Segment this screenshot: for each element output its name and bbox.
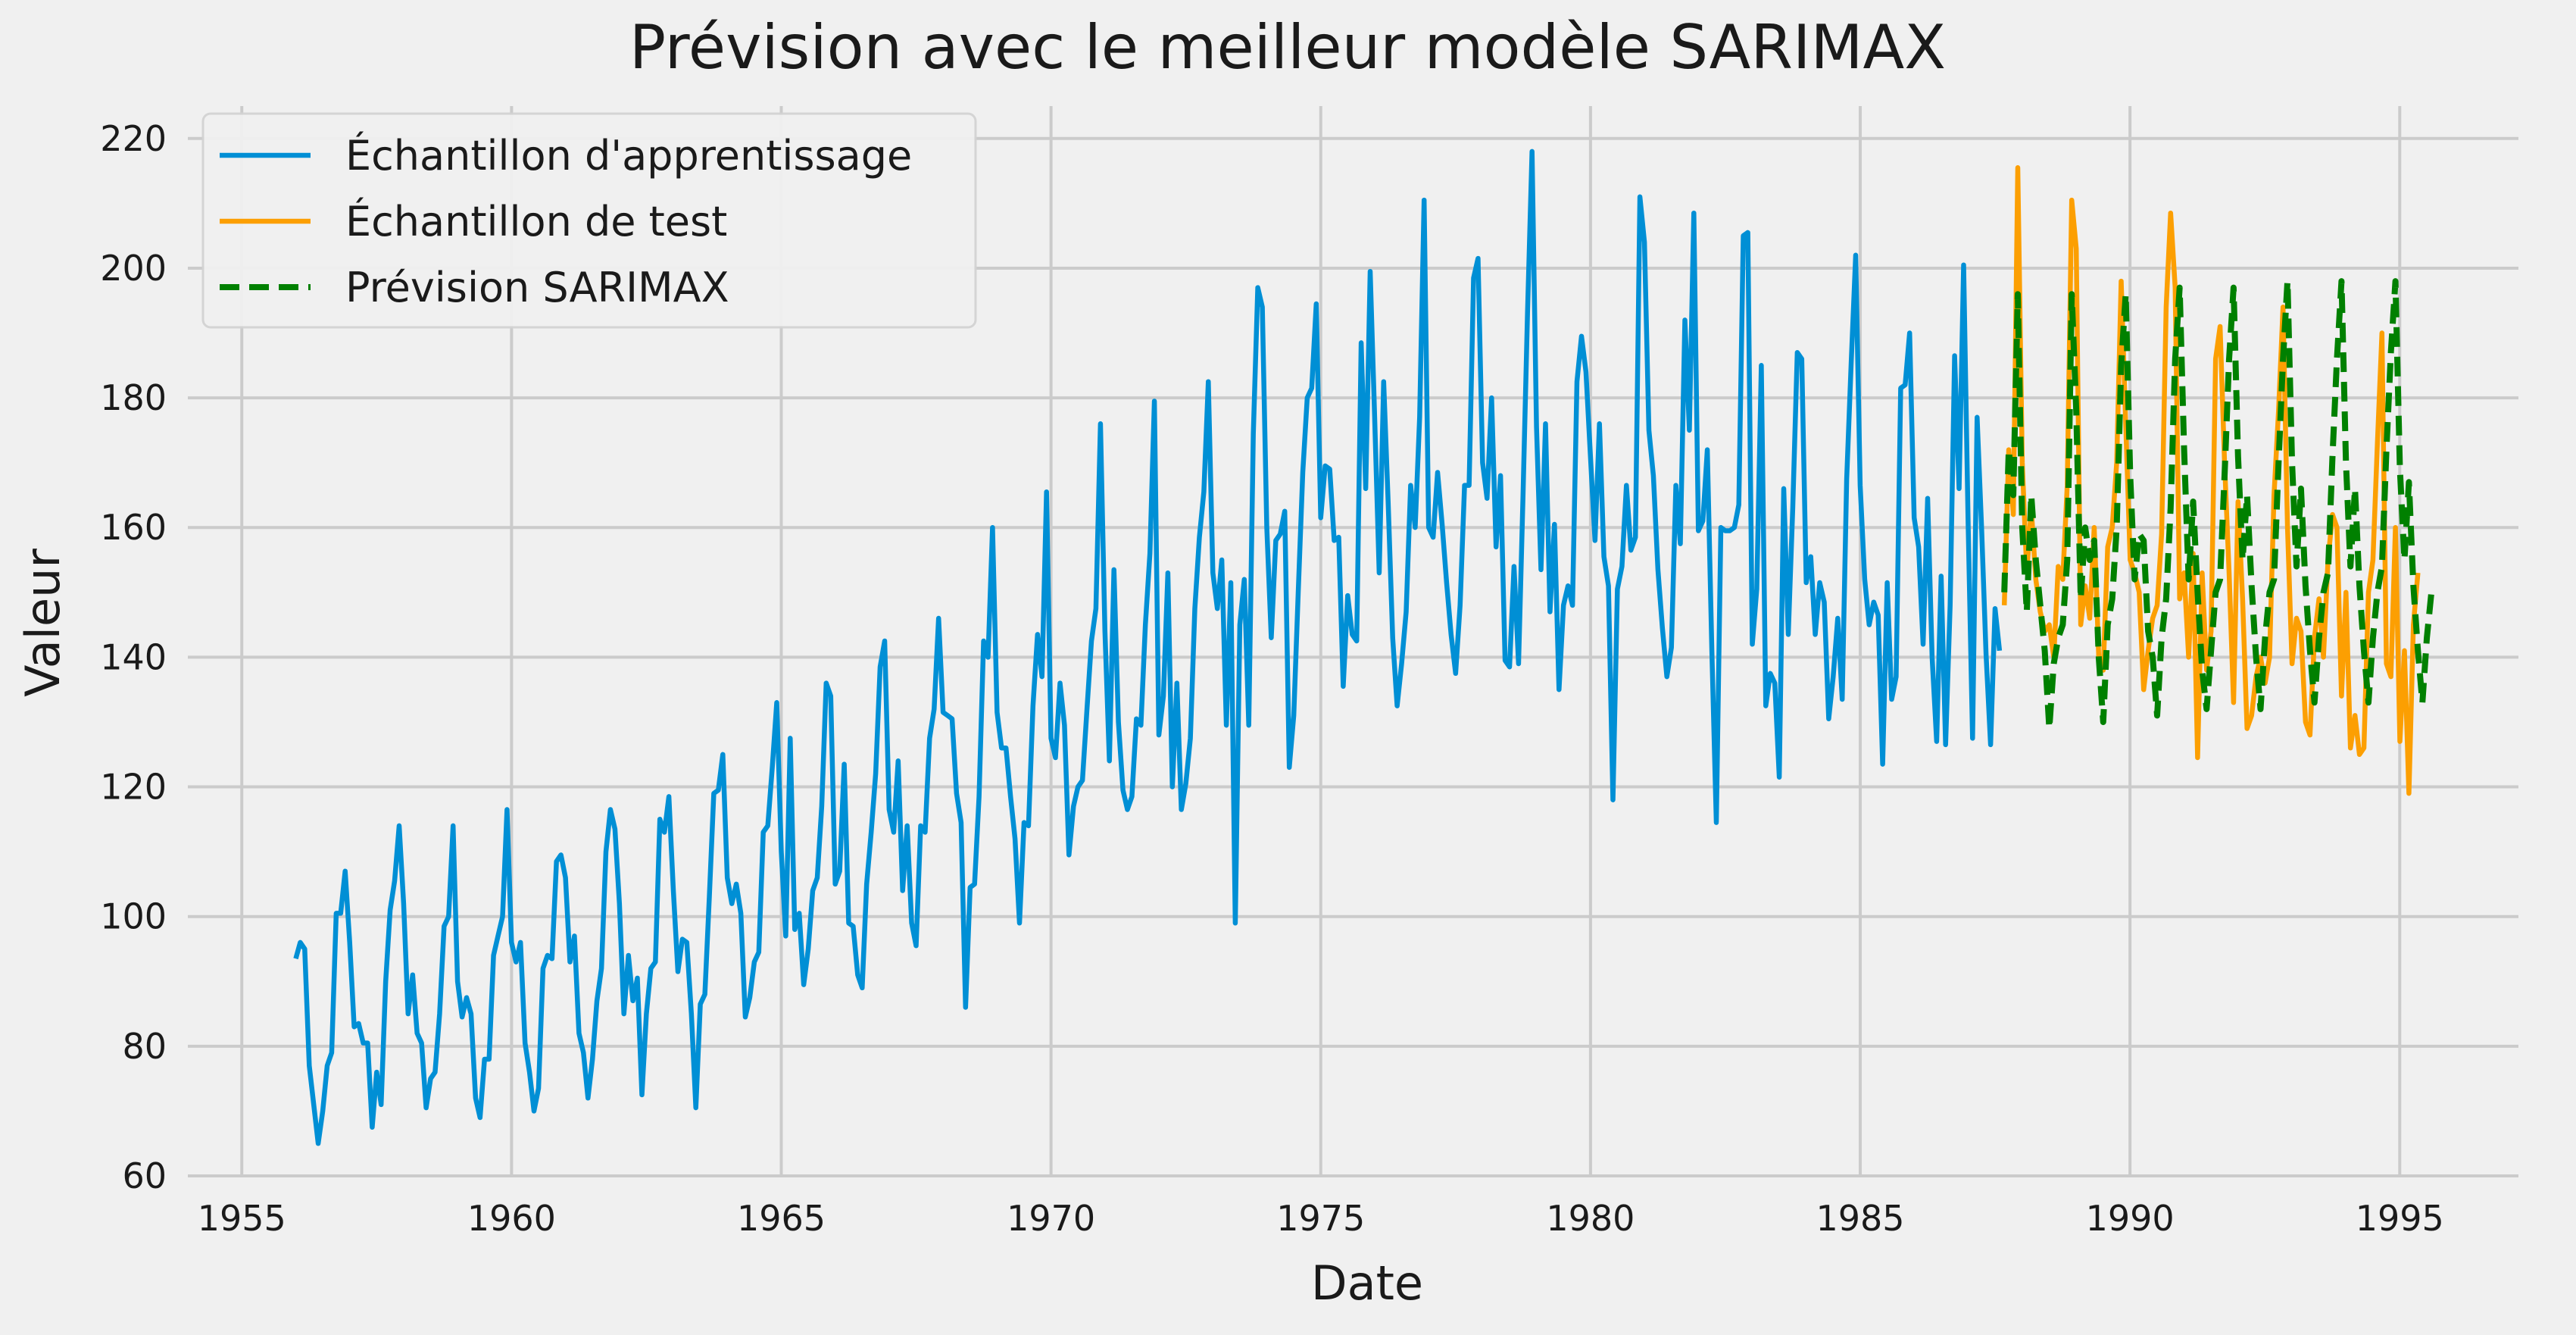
y-tick-label: 60 bbox=[122, 1155, 167, 1196]
x-tick-label: 1965 bbox=[737, 1198, 826, 1239]
y-tick-label: 220 bbox=[100, 118, 167, 159]
y-tick-label: 200 bbox=[100, 248, 167, 289]
x-tick-label: 1975 bbox=[1276, 1198, 1365, 1239]
legend-label-echantillon-d-apprentissage: Échantillon d'apprentissage bbox=[345, 132, 912, 180]
y-tick-label: 160 bbox=[100, 507, 167, 548]
series-line-prevision-sarimax bbox=[2001, 278, 2435, 732]
y-tick-label: 80 bbox=[122, 1026, 167, 1067]
y-axis-title: Valeur bbox=[15, 549, 70, 697]
legend: Échantillon d'apprentissage Échantillon d… bbox=[201, 112, 977, 329]
series-line-echantillon-d-apprentissage bbox=[293, 149, 2003, 1146]
legend-label-echantillon-de-test: Échantillon de test bbox=[345, 198, 727, 245]
y-tick-label: 140 bbox=[100, 636, 167, 677]
legend-label-prevision-sarimax: Prévision SARIMAX bbox=[345, 264, 729, 311]
x-axis-title: Date bbox=[1311, 1255, 1423, 1311]
x-tick-label: 1955 bbox=[198, 1198, 286, 1239]
y-tick-label: 180 bbox=[100, 377, 167, 418]
x-tick-label: 1960 bbox=[467, 1198, 556, 1239]
x-tick-label: 1980 bbox=[1546, 1198, 1635, 1239]
x-tick-label: 1970 bbox=[1007, 1198, 1095, 1239]
axes: 60 80 100 120 140 160 180 200 220 1955 1960 1965 197… bbox=[100, 118, 2444, 1239]
y-tick-label: 100 bbox=[100, 896, 167, 937]
chart-title: Prévision avec le meilleur modèle SARIMA… bbox=[629, 12, 1946, 83]
x-tick-label: 1990 bbox=[2086, 1198, 2175, 1239]
legend-box bbox=[201, 112, 977, 329]
x-tick-label: 1995 bbox=[2356, 1198, 2444, 1239]
x-tick-label: 1985 bbox=[1816, 1198, 1904, 1239]
series-layer bbox=[293, 149, 2435, 1146]
series-line-echantillon-de-test bbox=[2001, 165, 2421, 796]
y-tick-label: 120 bbox=[100, 767, 167, 808]
